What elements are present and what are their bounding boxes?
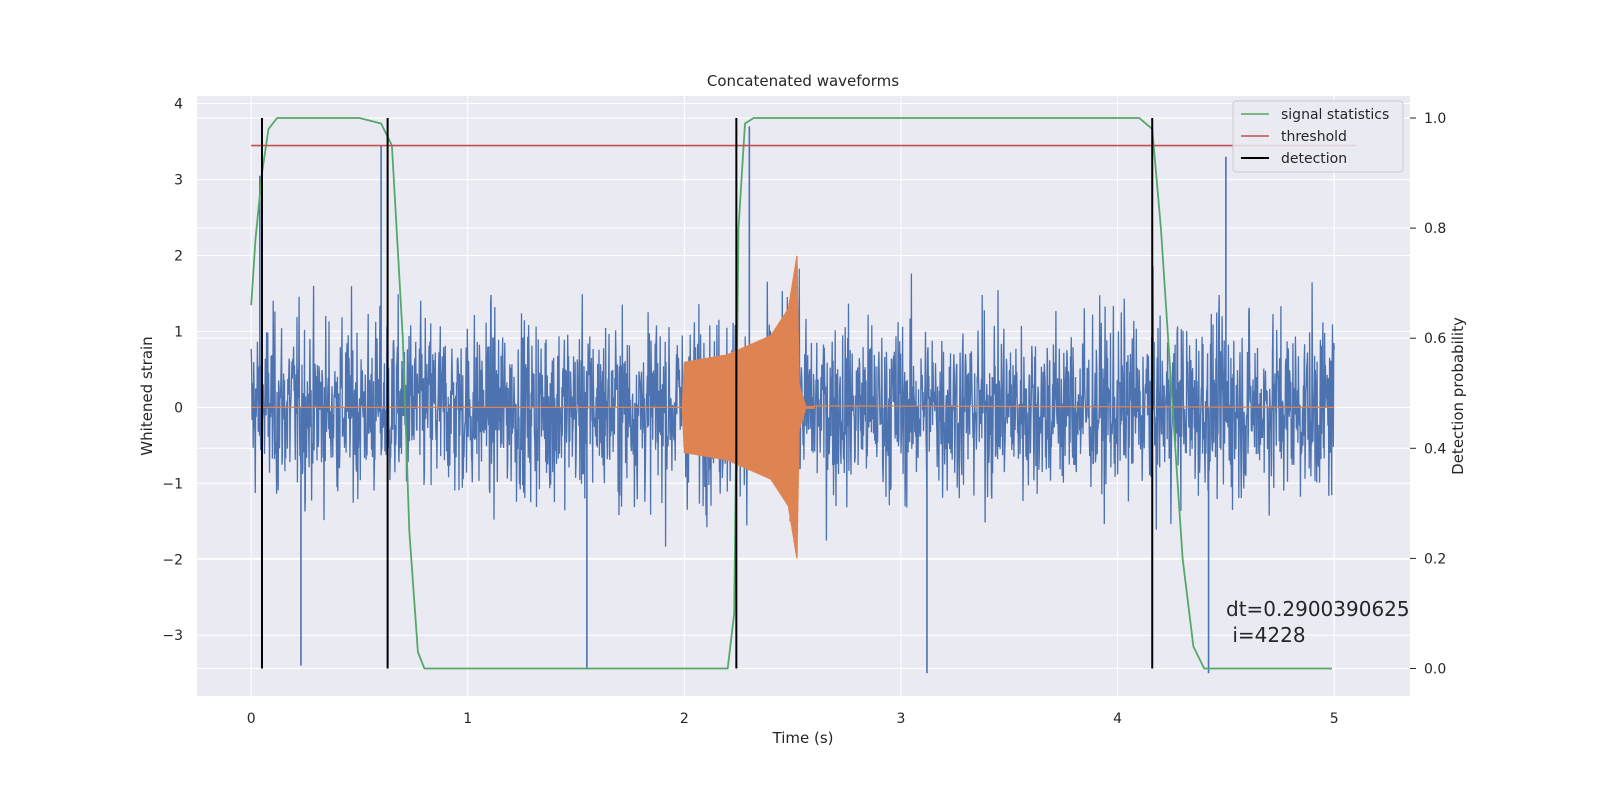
- x-tick-label: 0: [247, 711, 256, 727]
- x-tick-label: 1: [463, 711, 472, 727]
- y-tick-label: 3: [174, 173, 183, 189]
- y-tick-label: 0: [174, 400, 183, 416]
- y-tick-label: −2: [162, 552, 183, 568]
- chart-title: Concatenated waveforms: [707, 72, 899, 90]
- legend: signal statistics threshold detection: [1232, 100, 1404, 173]
- ticks: 0 1 2 3 4 5 −3 −2 −1 0 1 2 3 4 0.0 0.2 0.4 0.6 0.8 1.0: [162, 97, 1446, 727]
- legend-label-signal-statistics: signal statistics: [1281, 107, 1389, 123]
- legend-label-threshold: threshold: [1281, 129, 1347, 145]
- y-axis-label: Whitened strain: [138, 336, 156, 455]
- y-tick-label: 2: [174, 248, 183, 264]
- annotation-i: i=4228: [1226, 623, 1306, 647]
- x-tick-label: 5: [1330, 711, 1339, 727]
- y2-tick-label: 0.0: [1424, 661, 1446, 677]
- y2-tick-label: 1.0: [1424, 111, 1446, 127]
- signal-statistics-series: [250, 117, 1332, 670]
- annotation-dt: dt=0.2900390625: [1226, 597, 1410, 621]
- x-axis-label: Time (s): [772, 729, 834, 747]
- detection-lines: [260, 118, 1154, 669]
- x-tick-label: 3: [897, 711, 906, 727]
- x-tick-label: 2: [680, 711, 689, 727]
- signal-statistics-line: [250, 117, 1332, 670]
- y2-tick-label: 0.2: [1424, 551, 1446, 567]
- legend-label-detection: detection: [1281, 151, 1347, 167]
- legend-box: [1232, 100, 1404, 173]
- y-tick-label: −1: [162, 476, 183, 492]
- y-tick-label: 4: [174, 97, 183, 113]
- y2-axis-label: Detection probability: [1449, 317, 1467, 475]
- injected-line: [251, 255, 1335, 559]
- y2-tick-label: 0.4: [1424, 441, 1446, 457]
- y-tick-label: 1: [174, 324, 183, 340]
- y-tick-label: −3: [162, 628, 183, 644]
- injected-series: [251, 255, 1335, 559]
- y2-tick-label: 0.6: [1424, 331, 1446, 347]
- x-tick-label: 4: [1113, 711, 1122, 727]
- y2-tick-label: 0.8: [1424, 221, 1446, 237]
